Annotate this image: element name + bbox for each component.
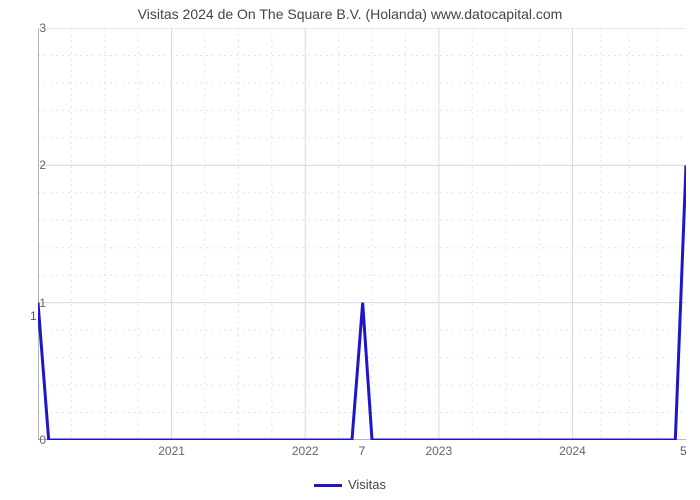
x-tick-label: 2021 [158,444,185,458]
chart-annotation: 7 [359,444,366,458]
x-tick-label: 2022 [292,444,319,458]
chart-title: Visitas 2024 de On The Square B.V. (Hola… [0,6,700,22]
y-tick-label: 3 [16,21,46,35]
plot-area [38,28,686,440]
chart-annotation: 1 [30,309,37,323]
legend-swatch [314,484,342,487]
legend: Visitas [0,477,700,492]
y-tick-label: 1 [16,296,46,310]
x-tick-label: 2024 [559,444,586,458]
y-tick-label: 0 [16,433,46,447]
chart-annotation: 5 [680,444,687,458]
y-tick-label: 2 [16,158,46,172]
x-tick-label: 2023 [425,444,452,458]
visits-chart: Visitas 2024 de On The Square B.V. (Hola… [0,0,700,500]
legend-label: Visitas [348,477,386,492]
plot-svg [38,28,686,440]
